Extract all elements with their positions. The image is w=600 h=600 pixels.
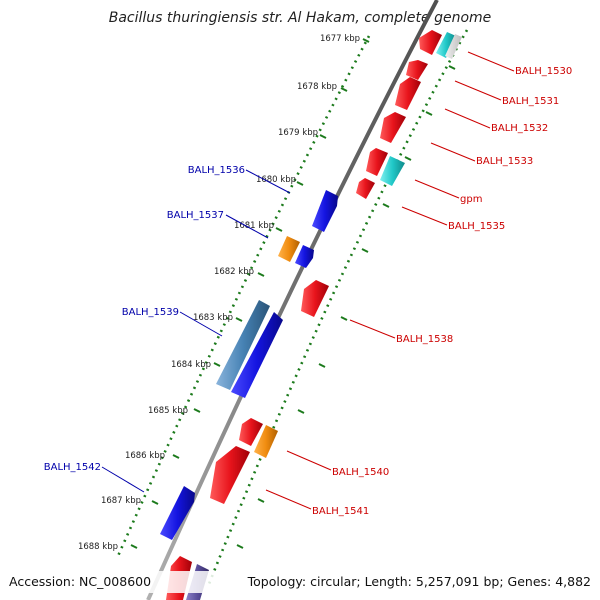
forward-tick [361, 248, 369, 253]
forward-tick [257, 498, 265, 503]
forward-gene-labels: BALH_1530 BALH_1531 BALH_1532 BALH_1533 … [265, 51, 572, 517]
gene-arrow-orange[interactable] [254, 425, 278, 458]
gene-arrow-forward[interactable] [395, 77, 421, 110]
kbp-tick [193, 408, 201, 413]
kbp-label: 1684 kbp [171, 360, 211, 370]
gene-label-balh-1536[interactable]: BALH_1536 [188, 165, 245, 176]
kbp-tick [172, 454, 180, 459]
gene-arrow-forward[interactable] [239, 418, 263, 446]
topology-text: Topology: circular; Length: 5,257,091 bp… [247, 574, 591, 589]
kbp-tick [235, 317, 243, 322]
label-leader-line [467, 51, 515, 72]
gene-arrow-orange[interactable] [278, 236, 300, 262]
gene-arrow-grey[interactable] [445, 34, 462, 59]
label-leader-line [225, 214, 269, 239]
forward-tick [425, 111, 433, 116]
gene-label-balh-1540[interactable]: BALH_1540 [332, 467, 389, 478]
gene-label-balh-1532[interactable]: BALH_1532 [491, 123, 548, 134]
kbp-label: 1679 kbp [278, 128, 318, 138]
label-leader-line [101, 466, 145, 493]
kbp-label: 1680 kbp [256, 175, 296, 185]
kbp-label: 1687 kbp [101, 496, 141, 506]
kbp-label: 1686 kbp [125, 451, 165, 461]
label-leader-line [349, 319, 396, 339]
forward-features [166, 30, 462, 600]
gene-arrow-forward[interactable] [210, 446, 250, 504]
kbp-tick [275, 227, 283, 232]
kbp-label: 1688 kbp [78, 542, 118, 552]
kbp-label: 1677 kbp [320, 34, 360, 44]
reverse-features [160, 190, 338, 540]
gene-arrow-cyan[interactable] [380, 156, 405, 186]
kbp-label: 1682 kbp [214, 267, 254, 277]
label-leader-line [286, 450, 332, 471]
gene-arrow-forward[interactable] [301, 280, 329, 317]
label-leader-line [414, 179, 460, 199]
kbp-tick [362, 38, 370, 43]
kbp-tick [319, 134, 327, 139]
gene-label-balh-1533[interactable]: BALH_1533 [476, 156, 533, 167]
gene-label-balh-1542[interactable]: BALH_1542 [44, 462, 101, 473]
gene-arrow-forward[interactable] [356, 178, 375, 199]
gene-arrow-forward[interactable] [366, 148, 388, 176]
accession-text: Accession: NC_008600 [9, 574, 151, 589]
label-leader-line [430, 142, 476, 162]
gene-arrow-forward[interactable] [406, 60, 428, 80]
reverse-gene-labels: BALH_1536 BALH_1537 BALH_1539 BALH_1542 [44, 165, 291, 493]
forward-tick [236, 544, 244, 549]
kbp-scale: 1677 kbp 1678 kbp 1679 kbp 1680 kbp 1681… [78, 34, 370, 552]
forward-tick [297, 409, 305, 414]
gene-label-gpm[interactable]: gpm [460, 194, 482, 205]
forward-tick [318, 363, 326, 368]
forward-tick [448, 65, 456, 70]
gene-label-balh-1535[interactable]: BALH_1535 [448, 221, 505, 232]
gene-arrow-reverse[interactable] [231, 312, 283, 398]
gene-arrow-reverse[interactable] [312, 190, 338, 232]
kbp-label: 1681 kbp [234, 221, 274, 231]
gene-arrow-forward[interactable] [380, 112, 406, 143]
kbp-tick [213, 362, 221, 367]
gene-label-balh-1539[interactable]: BALH_1539 [122, 307, 179, 318]
label-leader-line [401, 206, 448, 226]
gene-arrow-reverse[interactable] [295, 245, 314, 268]
genome-backbone [146, 0, 439, 600]
label-leader-line [265, 489, 312, 510]
forward-tick [340, 316, 348, 321]
kbp-label: 1685 kbp [148, 406, 188, 416]
label-leader-line [245, 169, 291, 194]
kbp-label: 1678 kbp [297, 82, 337, 92]
gene-arrow-steelblue[interactable] [216, 300, 270, 390]
reverse-tick-track [116, 35, 371, 557]
gene-label-balh-1538[interactable]: BALH_1538 [396, 334, 453, 345]
footer-backdrop [0, 571, 600, 593]
kbp-label: 1683 kbp [193, 313, 233, 323]
kbp-tick [296, 181, 304, 186]
gene-arrow-forward[interactable] [419, 30, 442, 55]
kbp-tick [130, 544, 138, 549]
forward-tick [404, 156, 412, 161]
forward-ticks [236, 65, 456, 549]
label-leader-line [444, 108, 491, 129]
label-leader-line [454, 80, 502, 101]
kbp-tick [151, 500, 159, 505]
label-leader-line [179, 311, 223, 337]
gene-label-balh-1530[interactable]: BALH_1530 [515, 66, 572, 77]
kbp-tick [257, 272, 265, 277]
forward-tick [382, 203, 390, 208]
gene-arrow-cyan[interactable] [436, 32, 456, 58]
gene-label-balh-1537[interactable]: BALH_1537 [167, 210, 224, 221]
map-title: Bacillus thuringiensis str. Al Hakam, co… [109, 10, 492, 26]
gene-label-balh-1541[interactable]: BALH_1541 [312, 506, 369, 517]
gene-label-balh-1531[interactable]: BALH_1531 [502, 96, 559, 107]
kbp-tick [340, 87, 348, 92]
gene-arrow-reverse[interactable] [160, 486, 195, 540]
